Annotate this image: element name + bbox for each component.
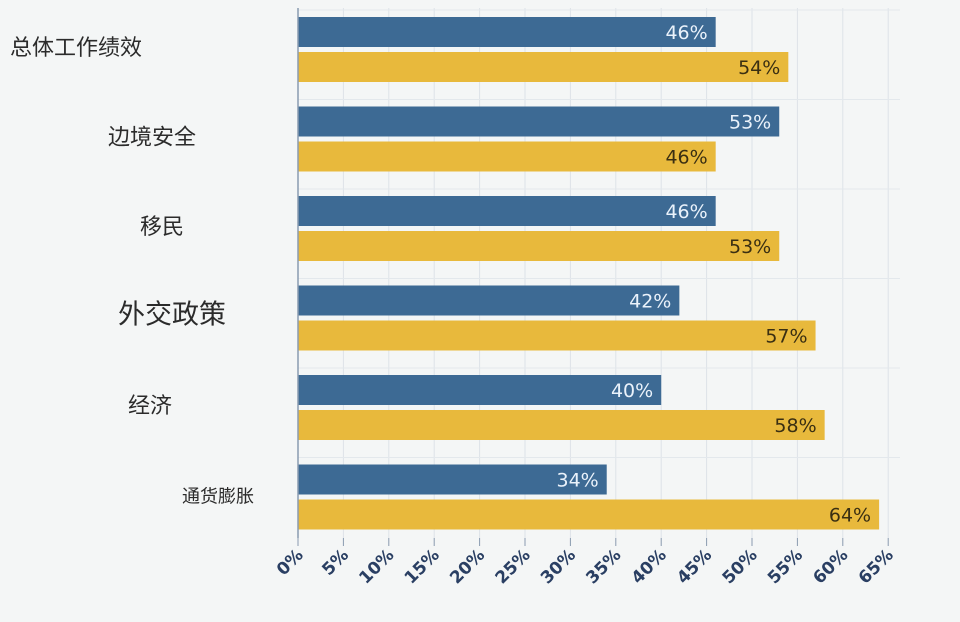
x-tick-label: 5%: [318, 545, 353, 580]
bar-series-2: [298, 141, 716, 172]
x-tick-label: 35%: [582, 545, 625, 588]
data-label: 40%: [611, 380, 653, 402]
bar-series-1: [298, 375, 662, 405]
bar-series-1: [298, 196, 716, 226]
category-label: 边境安全: [108, 126, 196, 151]
category-label: 总体工作绩效: [10, 36, 142, 61]
data-label: 53%: [729, 236, 771, 258]
data-label: 46%: [665, 22, 707, 44]
x-tick-label: 0%: [273, 545, 308, 580]
category-label: 移民: [140, 215, 184, 240]
x-tick-label: 15%: [401, 545, 444, 588]
x-tick-labels: 0% 5% 10% 15% 20% 25% 30% 35% 40% 45% 50% 55% 60% 65%: [273, 538, 898, 588]
data-label: 58%: [774, 415, 816, 437]
category-label: 外交政策: [118, 300, 226, 331]
data-label: 46%: [665, 147, 707, 169]
x-tick-label: 50%: [719, 545, 762, 588]
bar-series-2: [298, 499, 880, 530]
x-tick-label: 55%: [764, 545, 807, 588]
gridlines: [298, 8, 900, 538]
bar-series-1: [298, 17, 716, 47]
bars: 46% 54% 53% 46% 46% 53% 42% 57% 40% 58% 34% 64%: [298, 17, 880, 530]
data-label: 34%: [556, 470, 598, 492]
bar-series-1: [298, 106, 780, 137]
data-label: 57%: [765, 326, 807, 348]
x-tick-label: 45%: [673, 545, 716, 588]
bar-series-2: [298, 52, 789, 82]
data-label: 53%: [729, 112, 771, 134]
category-label: 经济: [128, 394, 172, 419]
data-label: 42%: [629, 291, 671, 313]
bar-series-2: [298, 231, 780, 261]
x-tick-label: 10%: [355, 545, 398, 588]
data-label: 54%: [738, 57, 780, 79]
bar-series-1: [298, 464, 607, 495]
bar-series-1: [298, 285, 680, 316]
bar-series-2: [298, 410, 825, 440]
x-tick-label: 65%: [855, 545, 898, 588]
data-label: 64%: [829, 505, 871, 527]
bar-series-2: [298, 320, 816, 351]
x-tick-label: 60%: [809, 545, 852, 588]
x-tick-label: 25%: [492, 545, 535, 588]
category-label: 通货膨胀: [182, 487, 254, 508]
x-tick-label: 20%: [446, 545, 489, 588]
x-tick-label: 30%: [537, 545, 580, 588]
x-tick-label: 40%: [628, 545, 671, 588]
data-label: 46%: [665, 201, 707, 223]
